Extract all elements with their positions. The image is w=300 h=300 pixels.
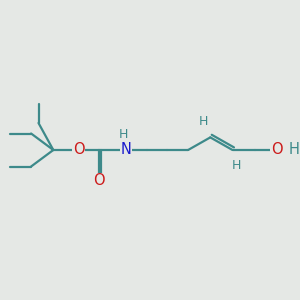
Text: H: H — [119, 128, 128, 141]
Text: O: O — [93, 173, 105, 188]
Text: H: H — [231, 159, 241, 172]
Text: O: O — [271, 142, 283, 158]
Text: H: H — [199, 115, 208, 128]
Text: O: O — [73, 142, 84, 158]
Text: N: N — [120, 142, 131, 158]
Text: H: H — [289, 142, 300, 158]
